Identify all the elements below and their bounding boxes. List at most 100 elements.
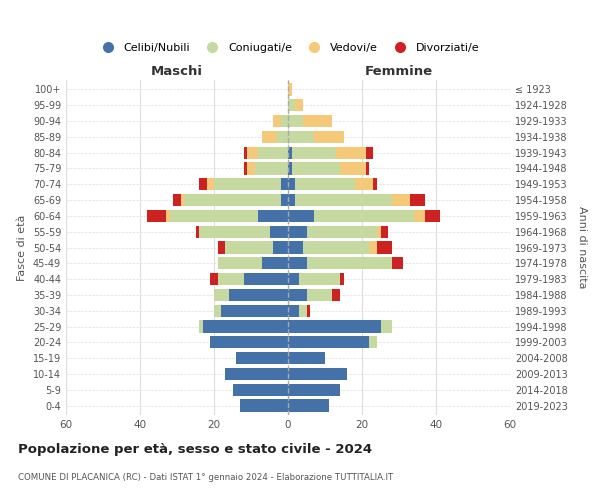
Bar <box>288 400 329 411</box>
Bar <box>199 320 203 332</box>
Bar <box>277 130 288 143</box>
Bar <box>148 210 166 222</box>
Bar <box>288 84 292 96</box>
Bar <box>288 210 314 222</box>
Bar <box>269 226 288 238</box>
Bar <box>199 178 206 190</box>
Bar <box>370 242 377 254</box>
Bar <box>206 178 214 190</box>
Bar <box>292 146 336 159</box>
Bar <box>218 273 244 285</box>
Bar <box>307 257 392 270</box>
Bar <box>377 242 392 254</box>
Bar <box>214 178 281 190</box>
Bar <box>288 242 303 254</box>
Bar <box>170 210 259 222</box>
Bar <box>288 320 380 332</box>
Bar <box>288 336 370 348</box>
Bar <box>332 288 340 301</box>
Bar <box>233 384 288 396</box>
Bar <box>414 210 425 222</box>
Bar <box>299 304 307 317</box>
Bar <box>295 178 355 190</box>
Bar <box>288 194 295 206</box>
Bar <box>247 146 259 159</box>
Bar <box>336 146 366 159</box>
Bar <box>281 194 288 206</box>
Bar <box>244 162 247 174</box>
Bar <box>288 304 299 317</box>
Text: COMUNE DI PLACANICA (RC) - Dati ISTAT 1° gennaio 2024 - Elaborazione TUTTITALIA.: COMUNE DI PLACANICA (RC) - Dati ISTAT 1°… <box>18 472 393 482</box>
Text: Femmine: Femmine <box>365 64 433 78</box>
Bar <box>273 242 288 254</box>
Bar <box>288 162 292 174</box>
Y-axis label: Fasce di età: Fasce di età <box>17 214 27 280</box>
Bar <box>229 288 288 301</box>
Bar <box>303 242 370 254</box>
Bar <box>288 115 303 127</box>
Bar <box>425 210 440 222</box>
Bar <box>392 257 403 270</box>
Bar <box>225 368 288 380</box>
Bar <box>314 210 414 222</box>
Bar <box>340 273 343 285</box>
Bar <box>262 130 277 143</box>
Bar <box>244 273 288 285</box>
Bar <box>373 178 377 190</box>
Bar <box>196 226 199 238</box>
Bar <box>370 336 377 348</box>
Bar <box>166 210 170 222</box>
Bar <box>380 226 388 238</box>
Bar <box>240 400 288 411</box>
Bar <box>288 384 340 396</box>
Bar <box>288 178 295 190</box>
Bar <box>288 146 292 159</box>
Bar <box>380 320 392 332</box>
Bar <box>366 162 370 174</box>
Bar <box>199 226 269 238</box>
Bar <box>273 115 281 127</box>
Bar <box>307 288 332 301</box>
Bar <box>211 336 288 348</box>
Bar <box>288 257 307 270</box>
Bar <box>236 352 288 364</box>
Bar <box>314 130 343 143</box>
Bar <box>288 368 347 380</box>
Bar <box>218 242 225 254</box>
Bar <box>295 99 303 112</box>
Bar <box>295 194 392 206</box>
Bar <box>377 226 380 238</box>
Bar <box>288 273 299 285</box>
Bar <box>307 226 377 238</box>
Bar <box>259 146 288 159</box>
Y-axis label: Anni di nascita: Anni di nascita <box>577 206 587 289</box>
Text: Maschi: Maschi <box>151 64 203 78</box>
Bar <box>410 194 425 206</box>
Bar <box>281 178 288 190</box>
Bar <box>244 146 247 159</box>
Bar <box>221 304 288 317</box>
Bar <box>281 115 288 127</box>
Bar <box>288 226 307 238</box>
Bar <box>254 162 288 174</box>
Bar <box>214 304 221 317</box>
Bar <box>288 352 325 364</box>
Bar <box>366 146 373 159</box>
Bar <box>259 210 288 222</box>
Legend: Celibi/Nubili, Coniugati/e, Vedovi/e, Divorziati/e: Celibi/Nubili, Coniugati/e, Vedovi/e, Di… <box>92 38 484 58</box>
Bar <box>355 178 373 190</box>
Bar <box>203 320 288 332</box>
Bar <box>292 162 340 174</box>
Bar <box>288 130 314 143</box>
Bar <box>299 273 340 285</box>
Bar <box>307 304 310 317</box>
Bar <box>340 162 366 174</box>
Bar <box>184 194 281 206</box>
Bar <box>247 162 254 174</box>
Bar <box>173 194 181 206</box>
Bar <box>214 288 229 301</box>
Bar <box>262 257 288 270</box>
Bar <box>288 99 295 112</box>
Bar <box>392 194 410 206</box>
Bar <box>210 273 218 285</box>
